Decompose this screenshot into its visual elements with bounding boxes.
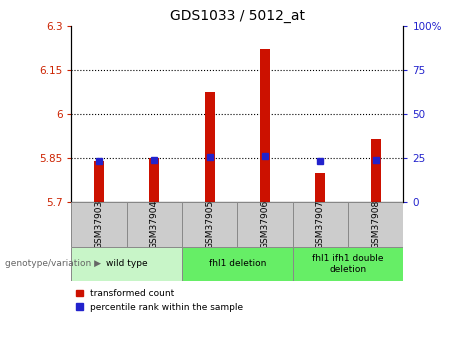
Legend: transformed count, percentile rank within the sample: transformed count, percentile rank withi… <box>76 289 243 312</box>
Bar <box>182 247 293 281</box>
Text: GSM37903: GSM37903 <box>95 200 104 249</box>
Text: fhl1 ifh1 double
deletion: fhl1 ifh1 double deletion <box>312 254 384 274</box>
Text: GSM37904: GSM37904 <box>150 200 159 249</box>
Text: genotype/variation ▶: genotype/variation ▶ <box>5 259 100 268</box>
Text: GSM37908: GSM37908 <box>371 200 380 249</box>
Text: GSM37905: GSM37905 <box>205 200 214 249</box>
Title: GDS1033 / 5012_at: GDS1033 / 5012_at <box>170 9 305 23</box>
Bar <box>127 202 182 247</box>
Bar <box>71 202 127 247</box>
Bar <box>348 202 403 247</box>
Text: GSM37907: GSM37907 <box>316 200 325 249</box>
Bar <box>205 92 215 202</box>
Bar <box>293 247 403 281</box>
Bar <box>182 202 237 247</box>
Bar <box>94 161 104 202</box>
Bar <box>149 158 160 202</box>
Text: fhl1 deletion: fhl1 deletion <box>209 259 266 268</box>
Bar <box>260 49 270 202</box>
Bar <box>315 172 325 202</box>
Text: GSM37906: GSM37906 <box>260 200 270 249</box>
Text: wild type: wild type <box>106 259 148 268</box>
Bar <box>237 202 293 247</box>
Bar <box>371 139 381 202</box>
Bar <box>293 202 348 247</box>
Bar <box>71 247 182 281</box>
